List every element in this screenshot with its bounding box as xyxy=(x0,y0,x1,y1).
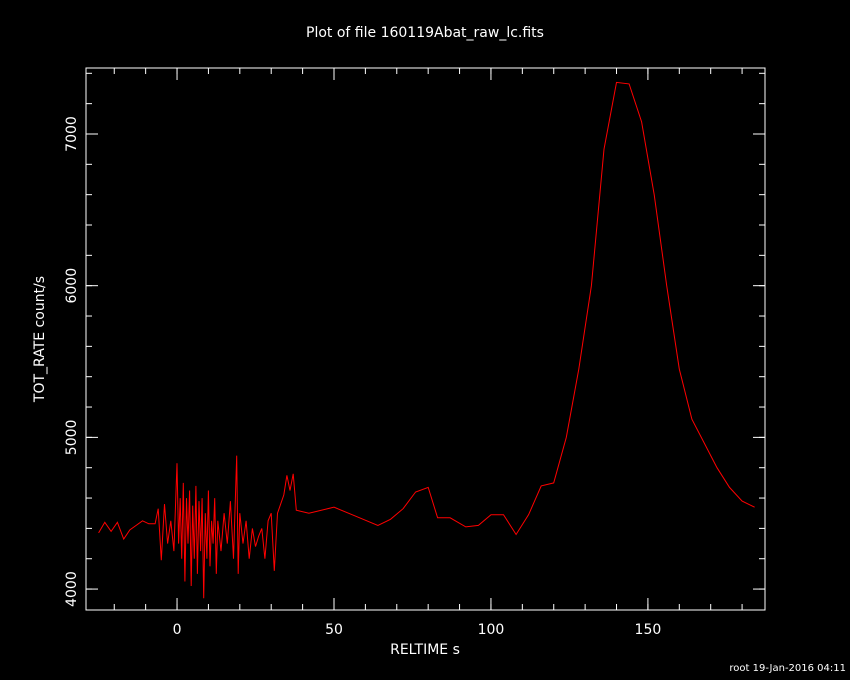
plot-frame xyxy=(85,67,766,611)
x-tick-label: 50 xyxy=(325,622,343,638)
x-tick-label: 100 xyxy=(478,622,505,638)
chart-title: Plot of file 160119Abat_raw_lc.fits xyxy=(306,25,544,41)
x-axis-label: RELTIME s xyxy=(390,642,460,658)
x-tick-label: 0 xyxy=(173,622,182,638)
data-line xyxy=(98,81,755,599)
y-tick-label: 6000 xyxy=(64,268,80,304)
y-axis-label: TOT_RATE count/s xyxy=(32,276,48,403)
y-tick-label: 7000 xyxy=(64,116,80,152)
y-tick-label: 4000 xyxy=(64,571,80,607)
x-tick-label: 150 xyxy=(635,622,662,638)
footer: root 19-Jan-2016 04:11 xyxy=(729,663,846,674)
y-tick-label: 5000 xyxy=(64,420,80,456)
